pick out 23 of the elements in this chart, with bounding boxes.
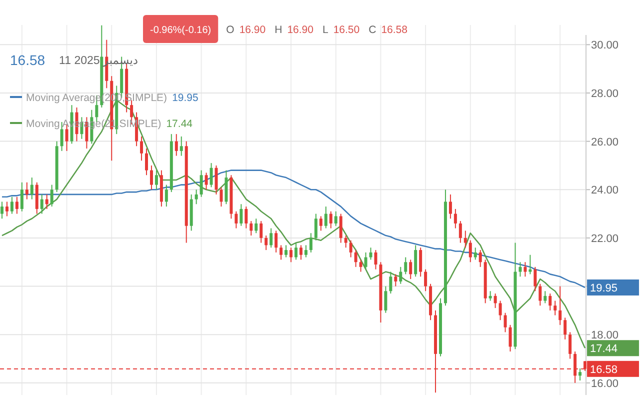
annotation: -0.96%(-0.16)	[150, 25, 212, 36]
y-tick-label: 18.00	[591, 330, 619, 342]
annotation: L	[322, 24, 328, 36]
annotation: 17.44	[166, 118, 193, 130]
annotation: O	[226, 24, 234, 36]
y-tick-label: 28.00	[591, 88, 619, 100]
annotation: 16.58	[381, 24, 408, 36]
y-tick-label: 30.00	[591, 40, 619, 52]
annotation: H	[274, 24, 282, 36]
annotation: C	[368, 24, 377, 36]
annotation: 16.58	[10, 52, 46, 68]
ref-line-label: 16.58	[590, 364, 618, 376]
y-tick-label: 16.00	[591, 378, 619, 390]
data-label: 19.95	[590, 282, 618, 294]
annotation: 19.95	[172, 92, 198, 104]
y-tick-label: 26.00	[591, 136, 619, 148]
annotation: 16.90	[239, 24, 266, 36]
annotation: 16.90	[287, 24, 314, 36]
annotation: 16.50	[333, 24, 360, 36]
y-tick-label: 24.00	[591, 184, 619, 197]
change-badge: -0.96%(-0.16)	[143, 15, 218, 43]
y-tick-label: 22.00	[591, 232, 619, 245]
data-label: 17.44	[590, 343, 618, 356]
